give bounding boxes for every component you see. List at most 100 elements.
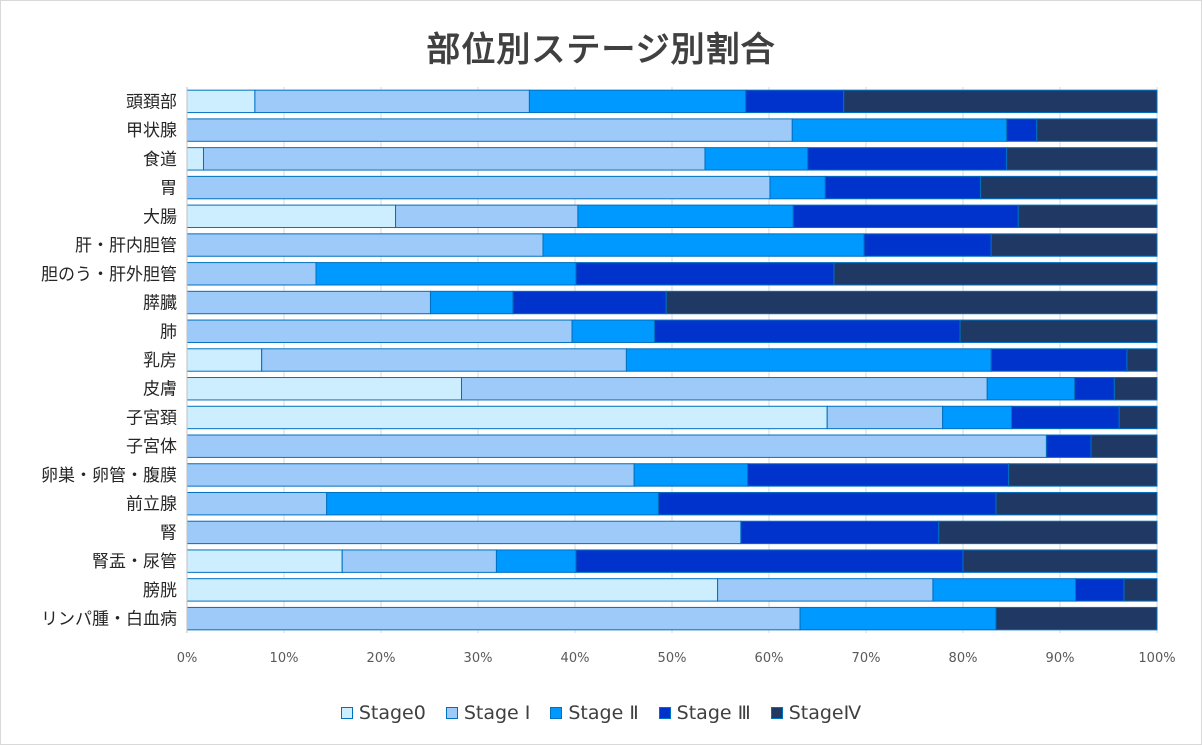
- bar-segment: [1045, 434, 1092, 458]
- legend-swatch: [340, 707, 353, 719]
- bar-segment: [717, 578, 934, 602]
- legend-swatch: [550, 707, 563, 719]
- bar-segment: [1011, 405, 1120, 430]
- category-label: 子宮頚: [126, 408, 177, 428]
- bar-segment: [326, 491, 659, 516]
- x-tick-label: 90%: [1046, 651, 1075, 666]
- legend-swatch: [445, 707, 458, 719]
- bar-segment: [995, 606, 1158, 631]
- category-label: 皮膚: [143, 380, 177, 400]
- bar-segment: [429, 290, 514, 315]
- bar-segment: [1017, 204, 1158, 229]
- bar-segment: [799, 606, 997, 631]
- x-tick-label: 40%: [561, 651, 590, 666]
- legend-label: Stage Ⅱ: [568, 702, 639, 724]
- bar-segment: [979, 175, 1158, 200]
- bar-segment: [1006, 118, 1038, 142]
- bar-segment: [1006, 147, 1158, 171]
- bar-segment: [824, 175, 981, 200]
- legend-item: Stage Ⅲ: [658, 702, 751, 724]
- bar-segment: [202, 147, 706, 171]
- bar-segment: [863, 233, 992, 257]
- legend-item: StageⅣ: [770, 702, 862, 724]
- bar-segment: [186, 175, 771, 200]
- x-tick-label: 80%: [949, 651, 978, 666]
- bar-segment: [186, 118, 793, 142]
- category-label: 腎盂・尿管: [92, 552, 177, 572]
- category-label: 子宮体: [126, 437, 177, 457]
- bar-segment: [833, 262, 1158, 286]
- bar-segment: [186, 147, 204, 171]
- bar-segment: [186, 606, 801, 631]
- bar-segment: [740, 520, 940, 545]
- bar-segment: [791, 118, 1008, 142]
- bar-segment: [1126, 348, 1158, 372]
- legend-label: StageⅣ: [788, 702, 862, 724]
- bar-segment: [1008, 463, 1158, 487]
- bar-segment: [254, 89, 530, 114]
- category-label: 頭頚部: [126, 92, 177, 112]
- legend-item: Stage Ⅱ: [550, 702, 639, 724]
- category-label: 胃: [160, 179, 177, 199]
- category-label: 大腸: [143, 207, 177, 227]
- bar-segment: [512, 290, 667, 315]
- x-tick-label: 0%: [177, 651, 198, 666]
- bar-segment: [792, 204, 1019, 229]
- bar-segment: [747, 463, 1010, 487]
- bar-segment: [843, 89, 1158, 114]
- x-tick-label: 100%: [1138, 651, 1175, 666]
- category-label: 前立腺: [126, 495, 177, 515]
- bar-segment: [704, 147, 809, 171]
- x-tick-label: 60%: [755, 651, 784, 666]
- bar-segment: [186, 89, 256, 114]
- category-label: 卵巣・卵管・腹膜: [41, 466, 177, 486]
- bar-segment: [261, 348, 627, 372]
- bar-segment: [1118, 405, 1158, 430]
- bar-segment: [990, 233, 1158, 257]
- category-label: 膵臓: [143, 294, 177, 314]
- bar-segment: [990, 348, 1128, 372]
- x-tick-label: 20%: [367, 651, 396, 666]
- bar-segment: [959, 319, 1158, 343]
- legend-item: Stage Ⅰ: [445, 702, 530, 724]
- x-tick-label: 50%: [658, 651, 687, 666]
- bar-segment: [186, 491, 328, 516]
- bar-segment: [186, 405, 828, 430]
- bar-segment: [665, 290, 1158, 315]
- bar-segment: [315, 262, 577, 286]
- legend-swatch: [770, 707, 783, 719]
- bar-segment: [186, 319, 573, 343]
- category-label: 肝・肝内胆管: [75, 236, 177, 256]
- category-label: 食道: [143, 150, 177, 170]
- bar-segment: [962, 549, 1158, 573]
- bar-segment: [745, 89, 845, 114]
- legend-label: Stage Ⅲ: [676, 702, 751, 724]
- bar-segment: [625, 348, 992, 372]
- bar-segment: [1113, 377, 1158, 401]
- bar-segment: [1074, 377, 1115, 401]
- bar-segment: [461, 377, 988, 401]
- category-label: 胆のう・肝外胆管: [41, 265, 177, 285]
- bar-segment: [495, 549, 577, 573]
- bar-segment: [186, 290, 431, 315]
- x-tick-label: 70%: [852, 651, 881, 666]
- bar-segment: [186, 549, 343, 573]
- bar-segment: [942, 405, 1013, 430]
- bar-segment: [186, 204, 397, 229]
- bar-segment: [542, 233, 865, 257]
- bar-segment: [1123, 578, 1158, 602]
- x-tick-label: 10%: [270, 651, 299, 666]
- category-label: 膀胱: [143, 581, 177, 601]
- bar-segment: [769, 175, 826, 200]
- bar-segment: [575, 262, 835, 286]
- legend-swatch: [658, 707, 671, 719]
- bar-segment: [938, 520, 1158, 545]
- bar-segment: [341, 549, 497, 573]
- bar-segment: [528, 89, 747, 114]
- bar-segment: [1075, 578, 1125, 602]
- category-label: 肺: [160, 322, 177, 342]
- legend-label: Stage0: [358, 702, 426, 724]
- bar-segment: [575, 549, 964, 573]
- category-label: リンパ腫・白血病: [41, 610, 177, 630]
